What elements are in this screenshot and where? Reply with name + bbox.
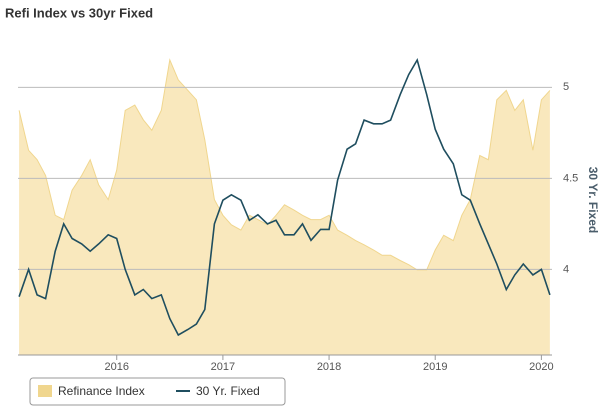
area-line (18, 58, 551, 271)
chart-title: Refi Index vs 30yr Fixed (5, 5, 153, 20)
x-tick-label: 2017 (211, 361, 235, 373)
legend-label: 30 Yr. Fixed (196, 384, 260, 398)
x-tick-label: 2020 (529, 361, 553, 373)
x-tick-label: 2019 (423, 361, 447, 373)
x-tick-label: 2018 (317, 361, 341, 373)
area-fill (19, 59, 550, 356)
y2-axis-title: 30 Yr. Fixed (586, 167, 600, 234)
y2-tick-label: 4 (563, 263, 569, 275)
legend-label: Refinance Index (58, 384, 145, 398)
line (18, 57, 551, 337)
y2-tick-label: 5 (563, 81, 569, 93)
y2-tick-label: 4.5 (563, 172, 578, 184)
legend-swatch (38, 385, 52, 397)
x-tick-label: 2016 (104, 361, 128, 373)
legend-box (29, 377, 286, 406)
